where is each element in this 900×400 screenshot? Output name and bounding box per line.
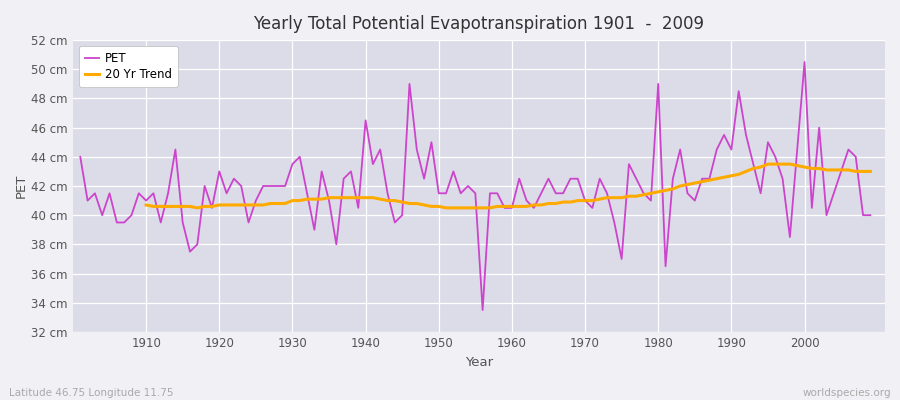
PET: [865, 213, 876, 218]
Y-axis label: PET: PET: [15, 174, 28, 198]
PET: [514, 176, 525, 181]
20 Yr Trend: [287, 198, 298, 203]
PET: [601, 191, 612, 196]
20 Yr Trend: [580, 198, 590, 203]
20 Yr Trend: [821, 168, 832, 172]
20 Yr Trend: [316, 197, 327, 202]
20 Yr Trend: [192, 206, 202, 210]
PET: [338, 176, 349, 181]
Text: worldspecies.org: worldspecies.org: [803, 388, 891, 398]
PET: [507, 206, 517, 210]
20 Yr Trend: [865, 169, 876, 174]
20 Yr Trend: [140, 202, 151, 207]
20 Yr Trend: [843, 168, 854, 172]
Line: 20 Yr Trend: 20 Yr Trend: [146, 164, 870, 208]
PET: [133, 191, 144, 196]
Title: Yearly Total Potential Evapotranspiration 1901  -  2009: Yearly Total Potential Evapotranspiratio…: [254, 15, 705, 33]
Text: Latitude 46.75 Longitude 11.75: Latitude 46.75 Longitude 11.75: [9, 388, 174, 398]
PET: [294, 154, 305, 159]
20 Yr Trend: [521, 204, 532, 209]
PET: [75, 154, 86, 159]
Legend: PET, 20 Yr Trend: PET, 20 Yr Trend: [79, 46, 177, 87]
PET: [477, 308, 488, 312]
PET: [799, 60, 810, 64]
Line: PET: PET: [80, 62, 870, 310]
20 Yr Trend: [762, 162, 773, 166]
X-axis label: Year: Year: [465, 356, 493, 369]
